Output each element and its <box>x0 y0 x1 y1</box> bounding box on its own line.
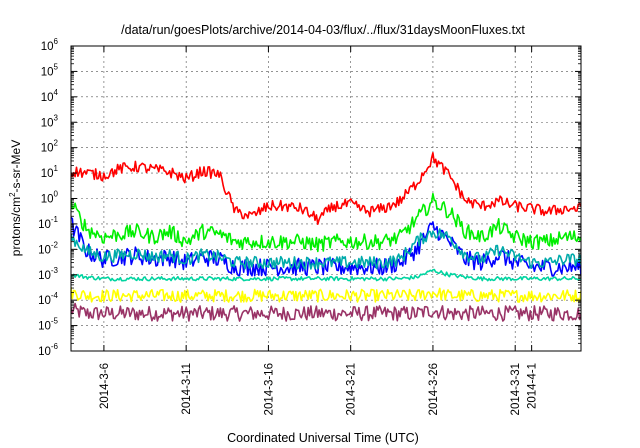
chart-title: /data/run/goesPlots/archive/2014-04-03/f… <box>121 23 525 37</box>
y-tick-label: 106 <box>41 37 59 53</box>
series-line-3 <box>71 228 581 270</box>
y-tick-label: 102 <box>41 139 59 155</box>
y-tick-base: 10 <box>38 270 51 282</box>
y-tick-base: 10 <box>41 117 54 129</box>
y-tick-base: 10 <box>41 168 54 180</box>
y-tick-base: 10 <box>41 143 54 155</box>
series-line-1 <box>71 152 581 225</box>
x-axis-label: Coordinated Universal Time (UTC) <box>227 431 419 445</box>
y-tick-label: 105 <box>41 62 59 78</box>
y-tick-base: 10 <box>38 244 51 256</box>
y-tick-exponent: -3 <box>51 266 59 275</box>
y-tick-base: 10 <box>38 321 51 333</box>
y-tick-label: 10-2 <box>38 240 58 256</box>
y-tick-label: 10-4 <box>38 291 58 307</box>
y-axis-label-part-2: -s-sr-MeV <box>9 140 23 193</box>
y-tick-exponent: -1 <box>51 215 59 224</box>
y-tick-base: 10 <box>38 219 51 231</box>
y-tick-exponent: -6 <box>51 342 59 351</box>
y-tick-label: 100 <box>41 190 59 206</box>
y-tick-base: 10 <box>38 346 51 358</box>
series-line-2 <box>71 192 581 253</box>
y-tick-exponent: 2 <box>54 139 59 148</box>
y-tick-base: 10 <box>41 194 54 206</box>
y-tick-exponent: 4 <box>54 88 59 97</box>
y-tick-exponent: -2 <box>51 240 59 249</box>
y-tick-labels: 10-610-510-410-310-210-11001011021031041… <box>38 37 58 358</box>
y-tick-label: 10-3 <box>38 266 58 282</box>
series-line-4 <box>71 216 581 277</box>
y-axis-label: protons/cm2-s-sr-MeV <box>8 140 23 256</box>
y-tick-label: 104 <box>41 88 59 104</box>
y-tick-exponent: -5 <box>51 317 59 326</box>
y-tick-base: 10 <box>41 66 54 78</box>
x-tick-label: 2014-3-21 <box>346 363 358 415</box>
x-tick-label: 2014-3-11 <box>181 363 193 415</box>
y-tick-exponent: -4 <box>51 291 59 300</box>
y-tick-label: 10-5 <box>38 317 58 333</box>
y-tick-base: 10 <box>41 41 54 53</box>
x-tick-label: 2014-3-6 <box>99 363 111 409</box>
grid-lines <box>71 46 581 351</box>
y-tick-exponent: 5 <box>54 62 59 71</box>
series-line-6 <box>71 287 581 303</box>
series-line-5 <box>71 268 581 282</box>
y-tick-exponent: 1 <box>54 164 59 173</box>
series-line-7 <box>71 302 581 322</box>
y-tick-label: 10-6 <box>38 342 58 358</box>
x-tick-label: 2014-3-31 <box>510 363 522 415</box>
y-axis-label-sup: 2 <box>8 192 17 197</box>
x-tick-label: 2014-4-1 <box>527 363 539 409</box>
y-tick-exponent: 6 <box>54 37 59 46</box>
y-tick-exponent: 0 <box>54 190 59 199</box>
x-tick-label: 2014-3-16 <box>263 363 275 415</box>
y-tick-label: 10-1 <box>38 215 58 231</box>
series-layer <box>71 152 581 322</box>
y-tick-base: 10 <box>38 295 51 307</box>
y-axis-label-part-1: protons/cm <box>9 197 23 256</box>
y-tick-exponent: 3 <box>54 113 59 122</box>
x-tick-label: 2014-3-26 <box>428 363 440 415</box>
axis-ticks <box>71 45 581 352</box>
x-tick-labels: 2014-3-6 2014-3-11 2014-3-16 2014-3-21 2014-… <box>99 363 539 415</box>
y-tick-label: 103 <box>41 113 59 129</box>
y-tick-label: 101 <box>41 164 59 180</box>
y-tick-base: 10 <box>41 92 54 104</box>
